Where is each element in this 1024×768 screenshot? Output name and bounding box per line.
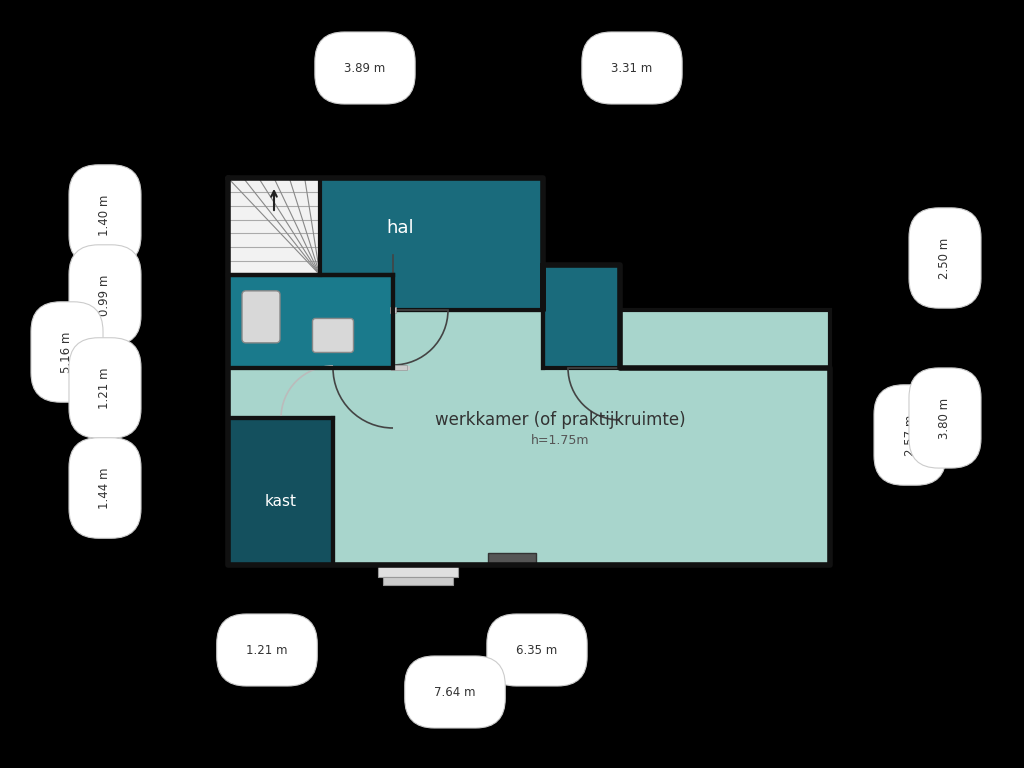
Bar bbox=[228, 275, 393, 368]
Bar bbox=[228, 178, 319, 275]
Text: 0.99 m: 0.99 m bbox=[98, 274, 112, 316]
Text: 6.35 m: 6.35 m bbox=[516, 644, 558, 657]
Text: 3.31 m: 3.31 m bbox=[611, 61, 652, 74]
Text: hal: hal bbox=[386, 219, 414, 237]
Bar bbox=[391, 365, 407, 370]
Text: 1.21 m: 1.21 m bbox=[246, 644, 288, 657]
Text: werkkamer (of praktijkruimte): werkkamer (of praktijkruimte) bbox=[434, 411, 685, 429]
Text: 2.50 m: 2.50 m bbox=[939, 237, 951, 279]
Bar bbox=[378, 565, 458, 577]
Text: 1.21 m: 1.21 m bbox=[98, 367, 112, 409]
Text: 1.44 m: 1.44 m bbox=[98, 467, 112, 508]
Bar bbox=[543, 265, 620, 368]
Text: 3.89 m: 3.89 m bbox=[344, 61, 386, 74]
Text: kast: kast bbox=[264, 494, 297, 509]
Bar bbox=[383, 577, 453, 585]
Text: h=1.75m: h=1.75m bbox=[530, 433, 589, 446]
Text: 7.64 m: 7.64 m bbox=[434, 686, 476, 699]
Bar bbox=[390, 307, 396, 313]
Bar bbox=[228, 418, 333, 565]
Text: 1.40 m: 1.40 m bbox=[98, 194, 112, 236]
Text: 3.80 m: 3.80 m bbox=[939, 397, 951, 439]
Bar bbox=[488, 553, 536, 565]
FancyBboxPatch shape bbox=[242, 291, 280, 343]
Bar bbox=[228, 310, 830, 565]
Text: 5.16 m: 5.16 m bbox=[60, 331, 74, 372]
Bar bbox=[228, 178, 543, 310]
FancyBboxPatch shape bbox=[312, 319, 353, 353]
Text: 2.57 m: 2.57 m bbox=[903, 414, 916, 455]
